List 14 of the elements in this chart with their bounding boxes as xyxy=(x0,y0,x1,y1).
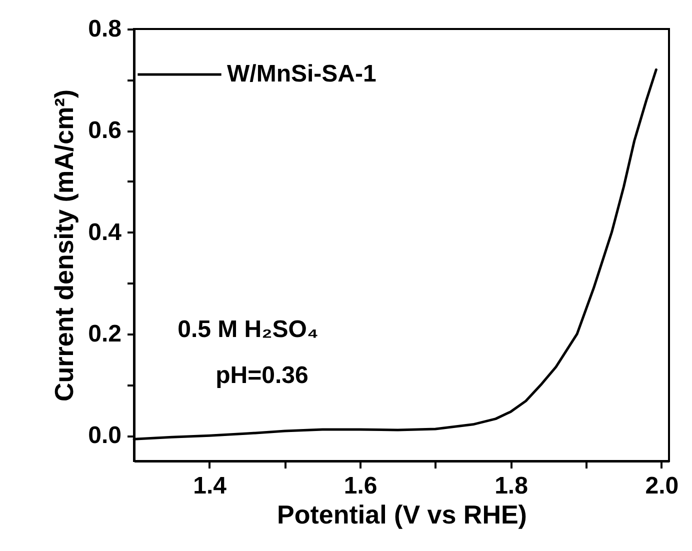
y-tick-label: 0.0 xyxy=(88,422,122,450)
x-tick-label: 1.6 xyxy=(344,472,378,500)
y-tick-label: 0.8 xyxy=(88,16,122,42)
x-tick-label: 1.8 xyxy=(494,472,528,500)
y-tick-label: 0.6 xyxy=(88,117,122,144)
x-axis-title: Potential (V vs RHE) xyxy=(277,500,527,530)
x-tick-label: 2.0 xyxy=(645,472,679,500)
annotation: pH=0.36 xyxy=(216,362,308,389)
y-axis-title: Current density (mA/cm²) xyxy=(49,89,80,402)
annotation: 0.5 M H₂SO₄ xyxy=(178,316,318,343)
x-tick-label: 1.4 xyxy=(193,472,228,500)
y-tick-label: 0.2 xyxy=(88,320,122,348)
y-tick-label: 0.4 xyxy=(88,218,122,246)
legend-label: W/MnSi-SA-1 xyxy=(227,60,376,88)
